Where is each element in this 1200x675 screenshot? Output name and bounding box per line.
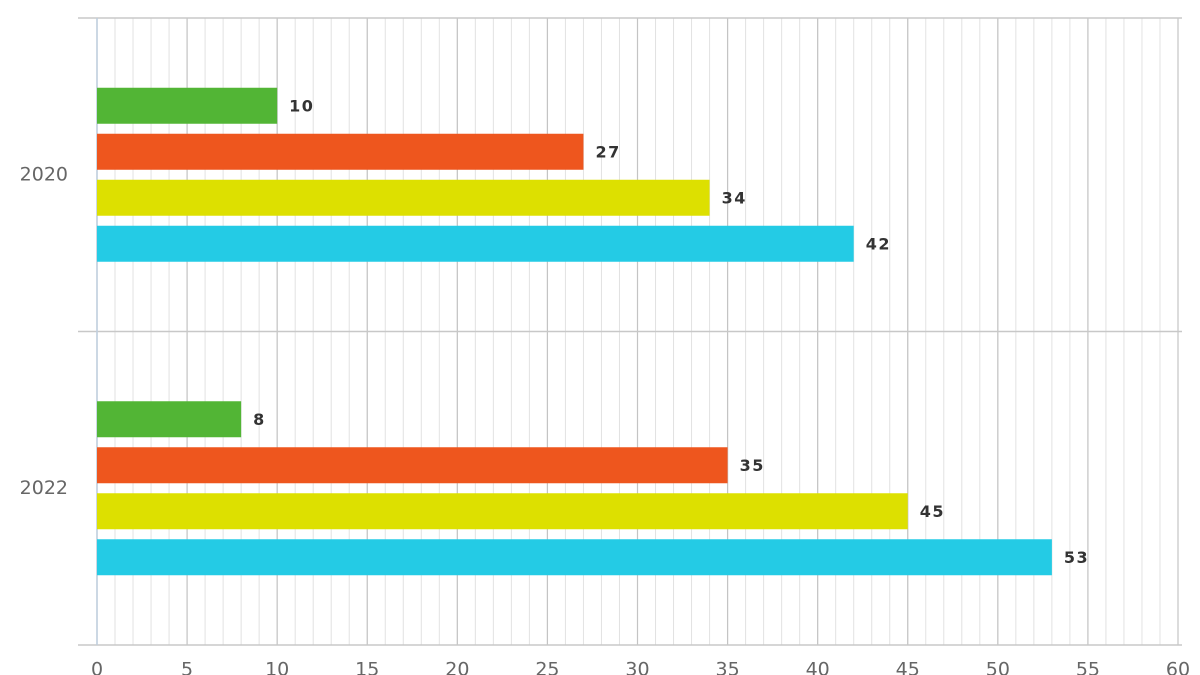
- bar: [97, 225, 854, 262]
- data-label: 42: [866, 234, 891, 253]
- x-tick-label: 45: [896, 659, 920, 675]
- x-tick-label: 20: [445, 659, 469, 675]
- x-tick-label: 15: [355, 659, 379, 675]
- x-tick-label: 30: [625, 659, 649, 675]
- data-label: 53: [1064, 548, 1089, 567]
- data-label: 35: [740, 456, 765, 475]
- x-tick-label: 55: [1076, 659, 1100, 675]
- data-label: 34: [722, 188, 747, 207]
- x-tick-label: 25: [535, 659, 559, 675]
- x-tick-label: 40: [806, 659, 830, 675]
- data-label: 45: [920, 502, 945, 521]
- data-label: 10: [289, 96, 314, 115]
- x-tick-label: 5: [181, 659, 193, 675]
- x-tick-label: 10: [265, 659, 289, 675]
- y-tick-label: 2022: [20, 477, 68, 499]
- y-tick-label: 2020: [20, 163, 68, 185]
- x-tick-label: 0: [91, 659, 103, 675]
- bar: [97, 447, 728, 484]
- bar: [97, 133, 584, 170]
- bar: [97, 401, 242, 438]
- bar: [97, 493, 908, 530]
- x-tick-label: 50: [986, 659, 1010, 675]
- data-label: 8: [253, 410, 266, 429]
- data-label: 27: [595, 142, 620, 161]
- bar: [97, 87, 278, 124]
- bar: [97, 179, 710, 216]
- x-tick-label: 35: [715, 659, 739, 675]
- bar: [97, 539, 1052, 576]
- x-tick-label: 60: [1166, 659, 1190, 675]
